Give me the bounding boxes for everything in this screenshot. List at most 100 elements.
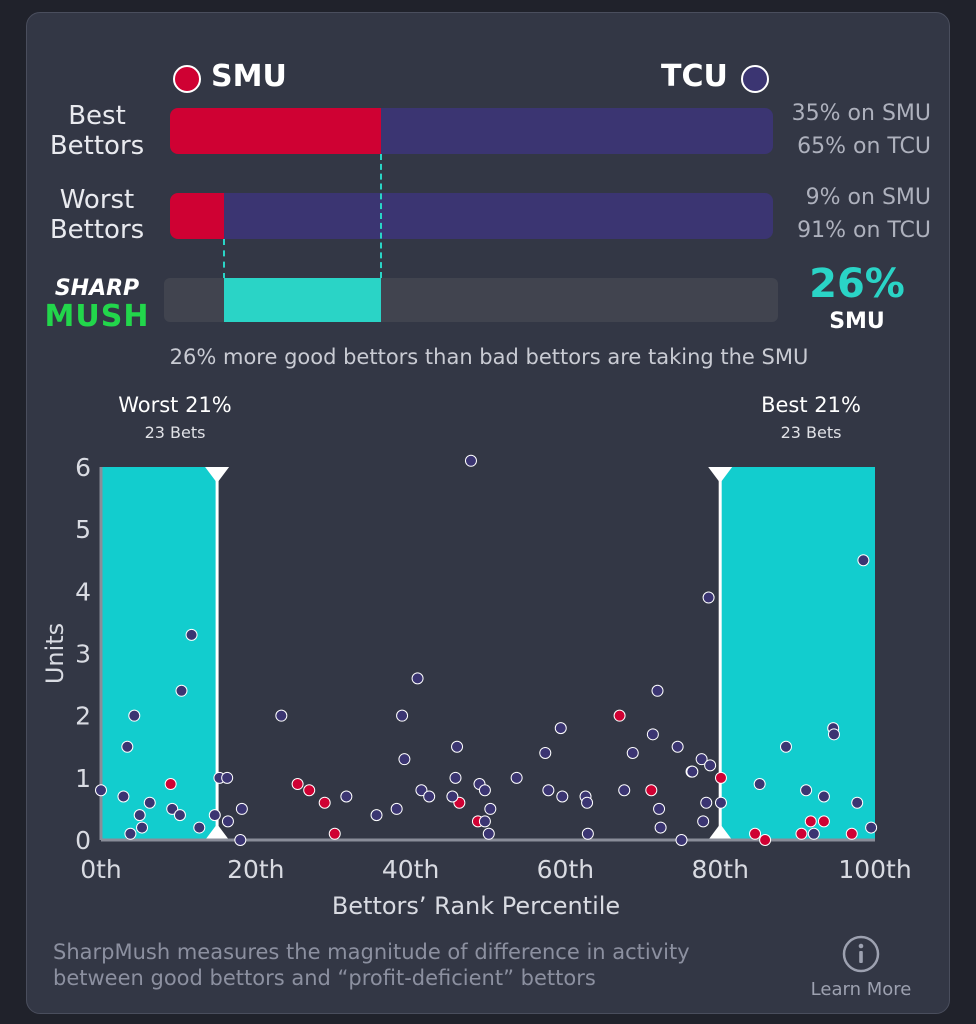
tcu-data-point xyxy=(581,796,594,809)
tcu-data-point xyxy=(95,784,107,797)
tcu-data-point xyxy=(484,802,497,815)
tcu-data-point xyxy=(193,821,206,834)
x-axis-label: Bettors’ Rank Percentile xyxy=(332,892,620,920)
tcu-data-point xyxy=(275,709,288,722)
best-percent-labels: 35% on SMU 65% on TCU xyxy=(731,97,931,163)
learn-more-button[interactable]: Learn More xyxy=(801,935,921,1001)
smu-data-point xyxy=(759,834,772,846)
tcu-data-point xyxy=(539,746,552,759)
y-tick-label: 3 xyxy=(75,640,91,669)
logo-top-text: SHARP xyxy=(54,276,140,301)
best-label-line2: Bettors xyxy=(49,131,145,161)
best-zone-title: Best 21% xyxy=(761,393,861,417)
tcu-data-point xyxy=(175,684,188,697)
smu-data-point xyxy=(318,796,331,809)
best-zone-count: 23 Bets xyxy=(780,423,842,442)
best-smu-pct-text: 35% on SMU xyxy=(791,101,931,126)
smu-data-point xyxy=(845,827,858,840)
tcu-data-point xyxy=(675,834,688,846)
tcu-data-point xyxy=(695,753,708,766)
tcu-data-point xyxy=(651,684,664,697)
worst-label-line1: Worst xyxy=(59,185,135,215)
y-tick-label: 6 xyxy=(75,453,91,482)
tcu-data-point xyxy=(697,815,710,828)
tcu-data-point xyxy=(136,821,149,834)
tcu-data-point xyxy=(370,809,383,822)
tcu-data-point xyxy=(800,784,813,797)
worst-zone-band xyxy=(101,467,218,840)
tcu-data-point xyxy=(208,809,221,822)
tcu-data-point xyxy=(415,784,428,797)
worst-bettors-label: Worst Bettors xyxy=(37,185,157,245)
difference-fill xyxy=(224,278,382,322)
team-right-name: TCU xyxy=(661,59,728,94)
best-bettors-label: Best Bettors xyxy=(37,101,157,161)
smu-data-point xyxy=(804,815,817,828)
best-label-line1: Best xyxy=(68,101,126,131)
tcu-data-point xyxy=(234,834,247,846)
tcu-data-point xyxy=(173,809,186,822)
tcu-data-point xyxy=(117,790,130,803)
x-tick-label: 20th xyxy=(227,855,284,884)
smu-data-point xyxy=(714,771,727,784)
tcu-data-point xyxy=(857,554,870,567)
footer-description: SharpMush measures the magnitude of diff… xyxy=(53,939,793,991)
worst-bettors-bar xyxy=(170,193,773,239)
tcu-data-point xyxy=(398,753,411,766)
difference-track xyxy=(164,278,778,322)
tcu-data-point xyxy=(671,740,684,753)
tcu-data-point xyxy=(753,778,766,791)
sharpmush-caption: 26% more good bettors than bad bettors a… xyxy=(169,345,809,369)
best-smu-segment xyxy=(170,108,382,154)
x-tick-label: 80th xyxy=(691,855,748,884)
sharpmush-team: SMU xyxy=(829,309,885,334)
tcu-data-point xyxy=(482,827,495,840)
tcu-data-point xyxy=(390,802,403,815)
sharpmush-logo: SHARP MUSH xyxy=(41,275,153,332)
tcu-data-point xyxy=(618,784,631,797)
worst-smu-pct-text: 9% on SMU xyxy=(805,185,931,210)
tcu-data-point xyxy=(446,790,459,803)
worst-tcu-segment xyxy=(224,193,773,239)
tcu-data-point xyxy=(449,771,462,784)
tcu-data-point xyxy=(865,821,878,834)
tcu-data-point xyxy=(554,722,567,735)
tcu-data-point xyxy=(221,771,234,784)
worst-label-line2: Bettors xyxy=(49,215,145,245)
tcu-data-point xyxy=(581,827,594,840)
worst-tcu-pct-text: 91% on TCU xyxy=(797,218,931,243)
tcu-data-point xyxy=(340,790,353,803)
worst-percent-labels: 9% on SMU 91% on TCU xyxy=(731,181,931,247)
tcu-data-point xyxy=(121,740,134,753)
tcu-data-point xyxy=(423,790,436,803)
tcu-data-point xyxy=(143,796,156,809)
tcu-data-point xyxy=(646,728,659,741)
zone-boundary-top-marker xyxy=(205,467,230,483)
zone-boundary-top-marker xyxy=(708,467,733,483)
worst-dashed-connector xyxy=(223,239,226,279)
smu-data-point xyxy=(749,827,762,840)
tcu-data-point xyxy=(185,628,198,641)
tcu-data-point xyxy=(221,815,234,828)
y-tick-label: 2 xyxy=(75,702,91,731)
tcu-data-point xyxy=(686,765,699,778)
worst-zone-count: 23 Bets xyxy=(144,423,206,442)
best-tcu-segment xyxy=(381,108,773,154)
tcu-data-point xyxy=(714,796,727,809)
tcu-data-point xyxy=(166,802,179,815)
footer-line1: SharpMush measures the magnitude of diff… xyxy=(53,940,690,964)
tcu-data-point xyxy=(704,759,717,772)
y-axis-label: Units xyxy=(41,623,69,684)
smu-data-point xyxy=(613,709,626,722)
tcu-data-point xyxy=(542,784,555,797)
tcu-data-point xyxy=(478,815,491,828)
best-tcu-pct-text: 65% on TCU xyxy=(797,134,931,159)
tcu-data-point xyxy=(235,802,248,815)
tcu-data-point xyxy=(653,802,666,815)
tcu-data-point xyxy=(464,454,477,467)
tcu-data-point xyxy=(779,740,792,753)
info-icon xyxy=(842,935,880,973)
tcu-data-point xyxy=(396,709,409,722)
worst-zone-title: Worst 21% xyxy=(118,393,232,417)
sharpmush-value: 26% xyxy=(809,261,905,307)
